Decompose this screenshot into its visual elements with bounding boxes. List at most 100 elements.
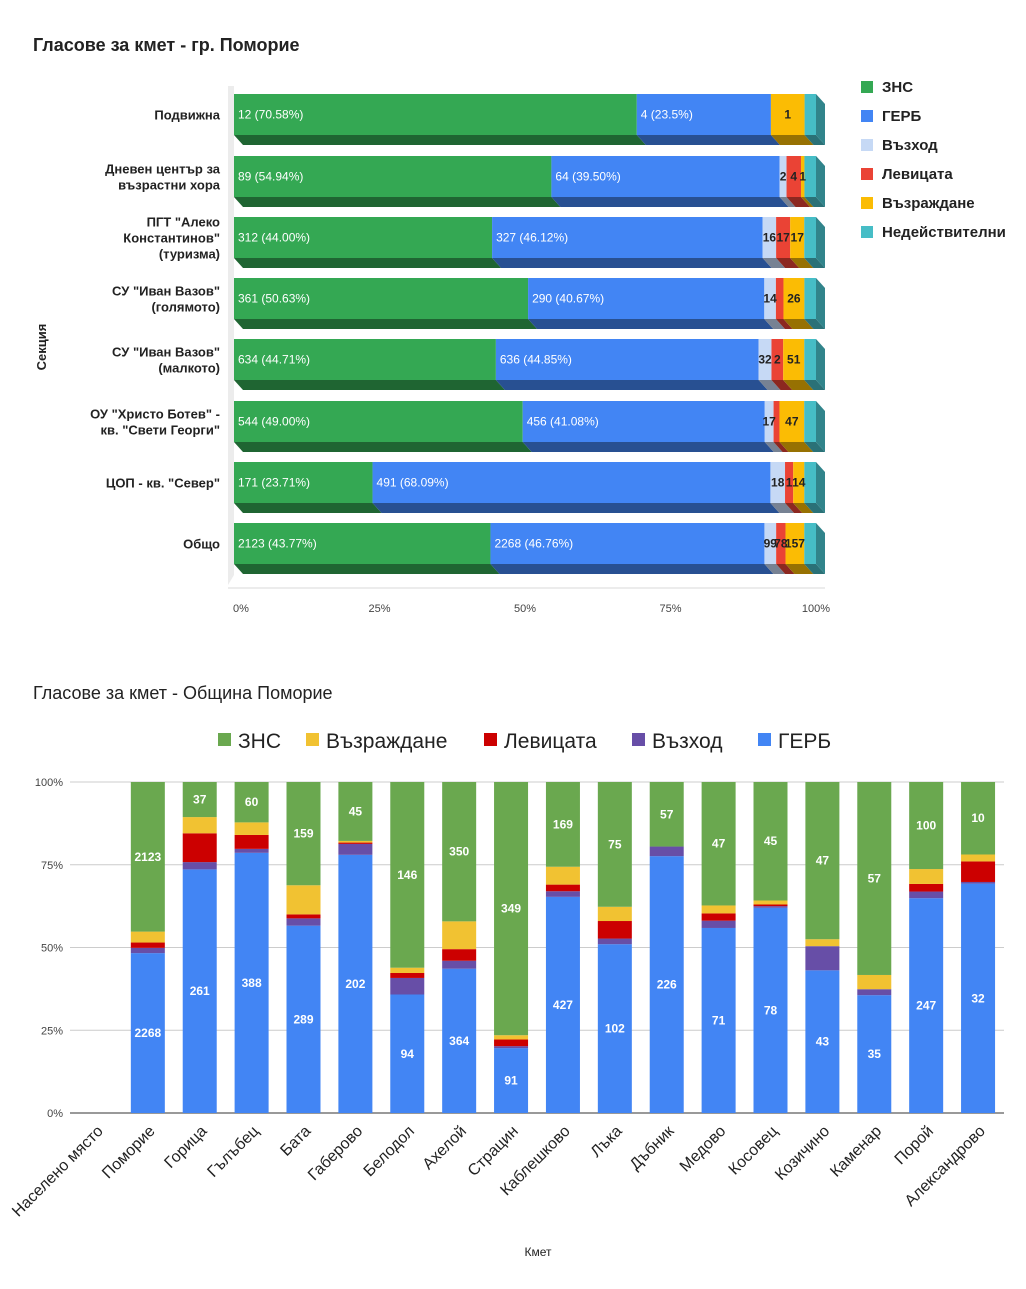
data-label: 45 (764, 834, 778, 848)
data-label: 47 (816, 854, 830, 868)
bar-segment (790, 217, 805, 258)
category-label-line: Подвижна (154, 108, 220, 123)
category-label-line: (голямото) (151, 300, 220, 315)
bar-segment (442, 949, 477, 961)
bar-end-face (816, 462, 825, 513)
data-label: 349 (501, 902, 521, 916)
bar-depth-face (771, 380, 793, 390)
data-label: 17 (776, 231, 790, 245)
bar-segment (597, 944, 632, 1113)
bar-segment (494, 782, 529, 1036)
bar-segment (234, 822, 269, 835)
data-label: 45 (349, 804, 363, 818)
bar-depth-face (636, 135, 780, 145)
legend-swatch (632, 733, 645, 746)
x-tick-label: Медово (677, 1123, 730, 1176)
bar-segment (753, 904, 788, 907)
data-label: 226 (657, 978, 677, 992)
data-label: 26 (787, 292, 801, 306)
bar-segment (771, 339, 784, 380)
legend-swatch (861, 139, 873, 151)
bar-depth-face (234, 380, 505, 390)
data-label: 64 (39.50%) (555, 170, 620, 184)
bar-segment (909, 898, 944, 1113)
legend-label: Недействителни (882, 224, 1006, 241)
bar-segment (804, 278, 816, 319)
bar-depth-face (770, 135, 814, 145)
bar-segment (961, 883, 996, 1113)
bar-segment (442, 782, 477, 922)
bar-segment (286, 918, 321, 926)
legend-swatch (306, 733, 319, 746)
bar-depth-face (804, 503, 825, 513)
bar-depth-face (770, 503, 795, 513)
bottom-chart-x-axis-label: Кмет (524, 1245, 552, 1259)
bar-depth-face (775, 319, 793, 329)
bar-segment (130, 931, 165, 943)
bar-depth-face (804, 197, 825, 207)
data-label: 78 (774, 537, 788, 551)
bar-depth-face (372, 503, 780, 513)
legend-label: Левицата (882, 166, 953, 183)
data-label: 16 (763, 231, 777, 245)
bar-segment (130, 953, 165, 1113)
bar-segment (597, 906, 632, 922)
bar-segment (182, 862, 217, 870)
bar-depth-face (804, 258, 825, 268)
bar-segment (961, 854, 996, 862)
bar-segment (857, 995, 892, 1113)
legend-label: ЗНС (882, 79, 913, 96)
x-tick-label: Бата (277, 1123, 314, 1160)
legend-swatch (218, 733, 231, 746)
category-label: СУ "Иван Вазов" (голямото) (112, 284, 220, 315)
data-label: 289 (293, 1012, 313, 1026)
data-label: 312 (44.00%) (238, 231, 310, 245)
bar-depth-face (779, 442, 814, 452)
bar-segment (804, 523, 816, 564)
data-label: 4 (23.5%) (641, 108, 693, 122)
data-label: 32 (971, 991, 985, 1005)
x-tick-label: Белодол (361, 1123, 418, 1180)
data-label: 32 (758, 353, 772, 367)
bar-segment (764, 401, 774, 442)
data-label: 388 (242, 976, 262, 990)
bar-segment (545, 891, 580, 897)
bar-depth-face (790, 258, 814, 268)
bar-segment (390, 967, 425, 973)
bar-segment (234, 217, 493, 258)
bar-segment (338, 843, 373, 855)
bar-segment (442, 921, 477, 950)
bar-depth-face (786, 197, 810, 207)
bar-segment (545, 782, 580, 867)
bar-depth-face (234, 258, 502, 268)
bar-segment (961, 782, 996, 855)
data-label: 17 (791, 231, 805, 245)
data-label: 247 (916, 999, 936, 1013)
category-label-line: ПГТ "Алеко (147, 215, 220, 230)
data-label: 2268 (46.76%) (494, 537, 573, 551)
data-label: 1 (786, 476, 793, 490)
bar-segment (764, 523, 777, 564)
bar-end-face (816, 278, 825, 329)
bar-segment (372, 462, 771, 503)
legend-swatch (861, 110, 873, 122)
bar-depth-face (234, 442, 532, 452)
x-tick-label: 50% (514, 603, 536, 615)
bar-depth-face (779, 197, 796, 207)
legend-swatch (861, 226, 873, 238)
bar-segment (234, 782, 269, 823)
data-label: 89 (54.94%) (238, 170, 303, 184)
bar-segment (495, 339, 759, 380)
bar-segment (762, 217, 777, 258)
category-label: ОУ "Христо Ботев" -кв. "Свети Георги" (90, 407, 220, 438)
category-label: Подвижна (154, 108, 220, 123)
bar-segment (494, 1035, 529, 1040)
axis-side-panel (228, 86, 234, 585)
top-chart: 0% 25% 50% 75% 100% Подвижна 12 (70.58%) 4 (23.… (90, 86, 830, 615)
bar-depth-face (800, 197, 814, 207)
legend-label: Възраждане (326, 730, 447, 753)
data-label: 636 (44.85%) (500, 353, 572, 367)
bar-segment (234, 834, 269, 849)
